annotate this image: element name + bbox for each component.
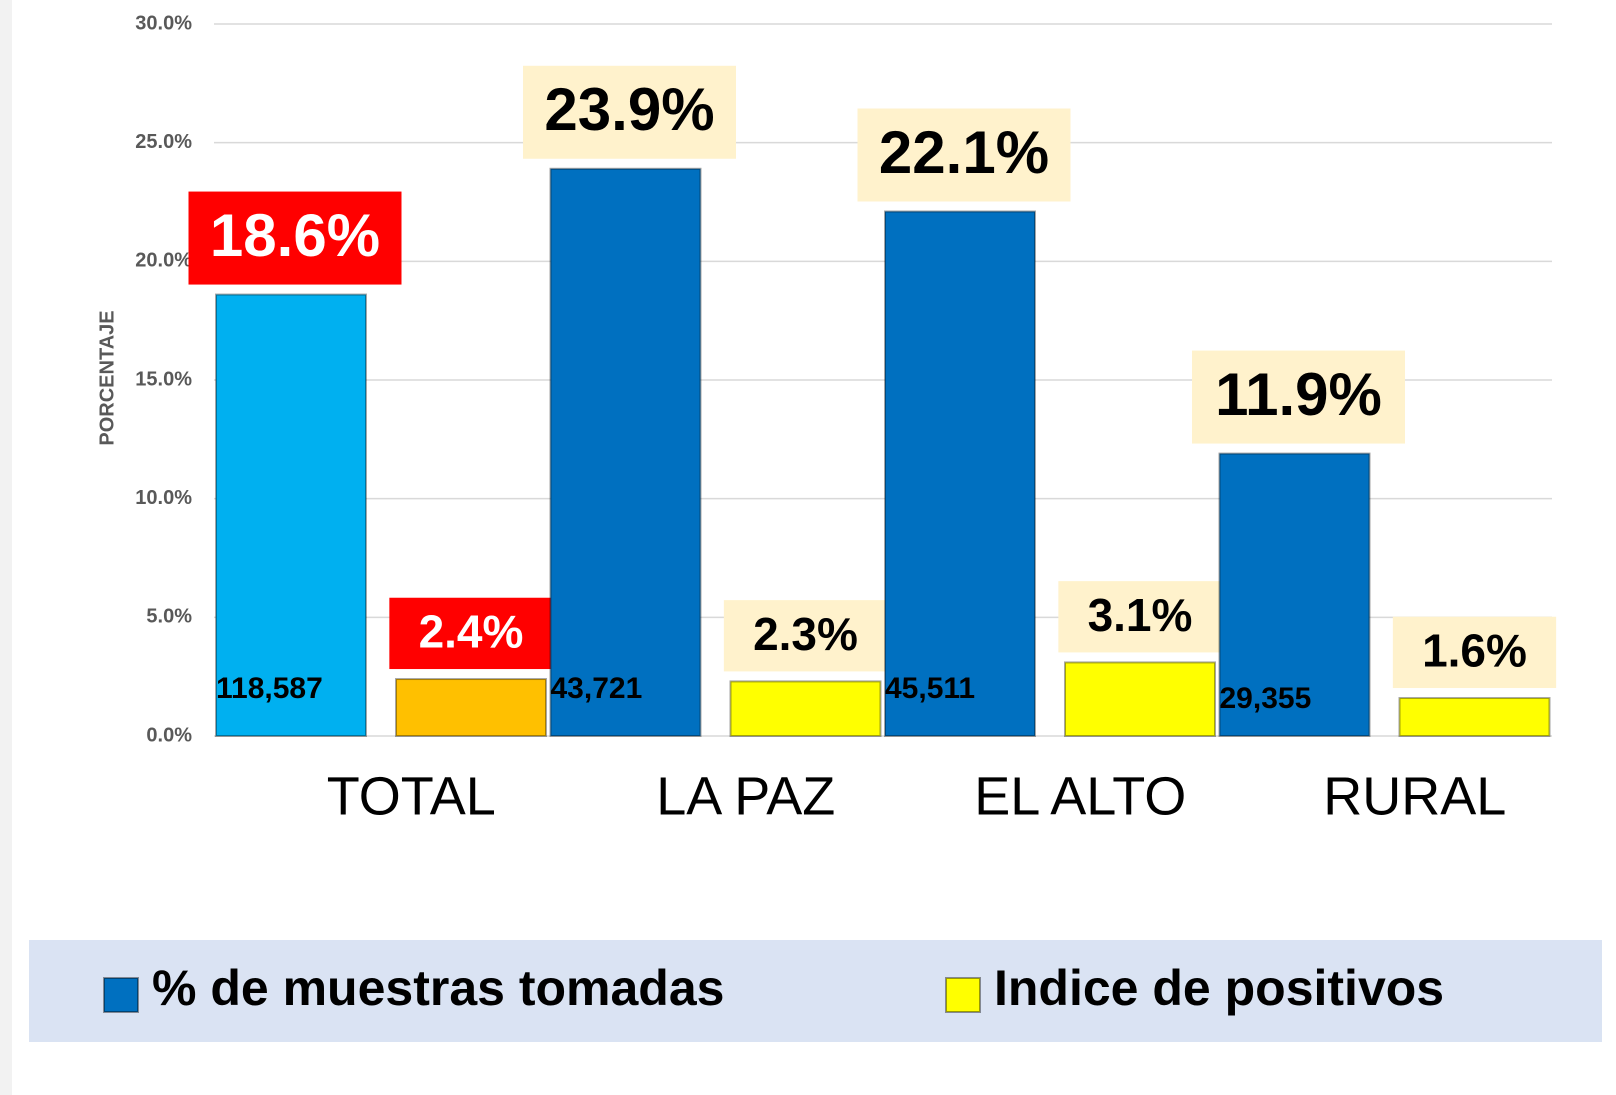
value-label: 2.3% xyxy=(753,608,858,660)
y-tick-label: 10.0% xyxy=(135,487,192,509)
x-tick-label: TOTAL xyxy=(327,766,496,826)
bar xyxy=(884,210,1036,737)
value-label-box xyxy=(1192,350,1405,444)
count-label: 118,587 xyxy=(216,672,323,705)
legend-swatch xyxy=(945,977,981,1013)
y-tick-label: 20.0% xyxy=(135,250,192,272)
value-label: 18.6% xyxy=(210,202,380,269)
bar xyxy=(549,167,702,738)
bar xyxy=(1064,661,1216,738)
value-label: 2.4% xyxy=(419,606,524,658)
y-tick-label: 15.0% xyxy=(135,368,192,390)
x-tick-label: EL ALTO xyxy=(974,766,1186,826)
value-label: 3.1% xyxy=(1088,589,1193,641)
frame-edge xyxy=(0,0,12,1095)
y-tick-label: 25.0% xyxy=(135,131,192,153)
count-label: 29,355 xyxy=(1220,682,1312,715)
legend-band xyxy=(29,940,1602,1042)
bar xyxy=(215,293,367,737)
value-label: 1.6% xyxy=(1422,625,1527,677)
y-tick-label: 30.0% xyxy=(135,12,192,34)
value-label-box xyxy=(523,65,736,159)
value-label-box xyxy=(857,108,1071,202)
value-label-box xyxy=(723,600,888,672)
count-label: 45,511 xyxy=(885,672,975,705)
bar xyxy=(395,678,547,737)
legend-swatch xyxy=(103,977,139,1013)
value-label: 22.1% xyxy=(879,119,1049,186)
bar xyxy=(1398,697,1551,738)
legend-label: % de muestras tomadas xyxy=(152,960,724,1016)
value-label-box xyxy=(188,191,402,285)
value-label: 11.9% xyxy=(1215,361,1382,428)
y-axis-label: PORCENTAJE xyxy=(96,310,118,445)
x-tick-label: RURAL xyxy=(1323,766,1506,826)
legend-label: Indice de positivos xyxy=(994,960,1444,1016)
value-label-box xyxy=(389,597,553,670)
y-tick-label: 5.0% xyxy=(146,606,192,628)
value-label-box xyxy=(1058,581,1222,653)
count-label: 43,721 xyxy=(551,672,643,705)
y-tick-label: 0.0% xyxy=(146,724,192,746)
value-label-box xyxy=(1392,616,1557,689)
value-label: 23.9% xyxy=(544,76,714,143)
bar xyxy=(729,680,882,737)
x-tick-label: LA PAZ xyxy=(656,766,835,826)
bar xyxy=(1218,452,1371,737)
